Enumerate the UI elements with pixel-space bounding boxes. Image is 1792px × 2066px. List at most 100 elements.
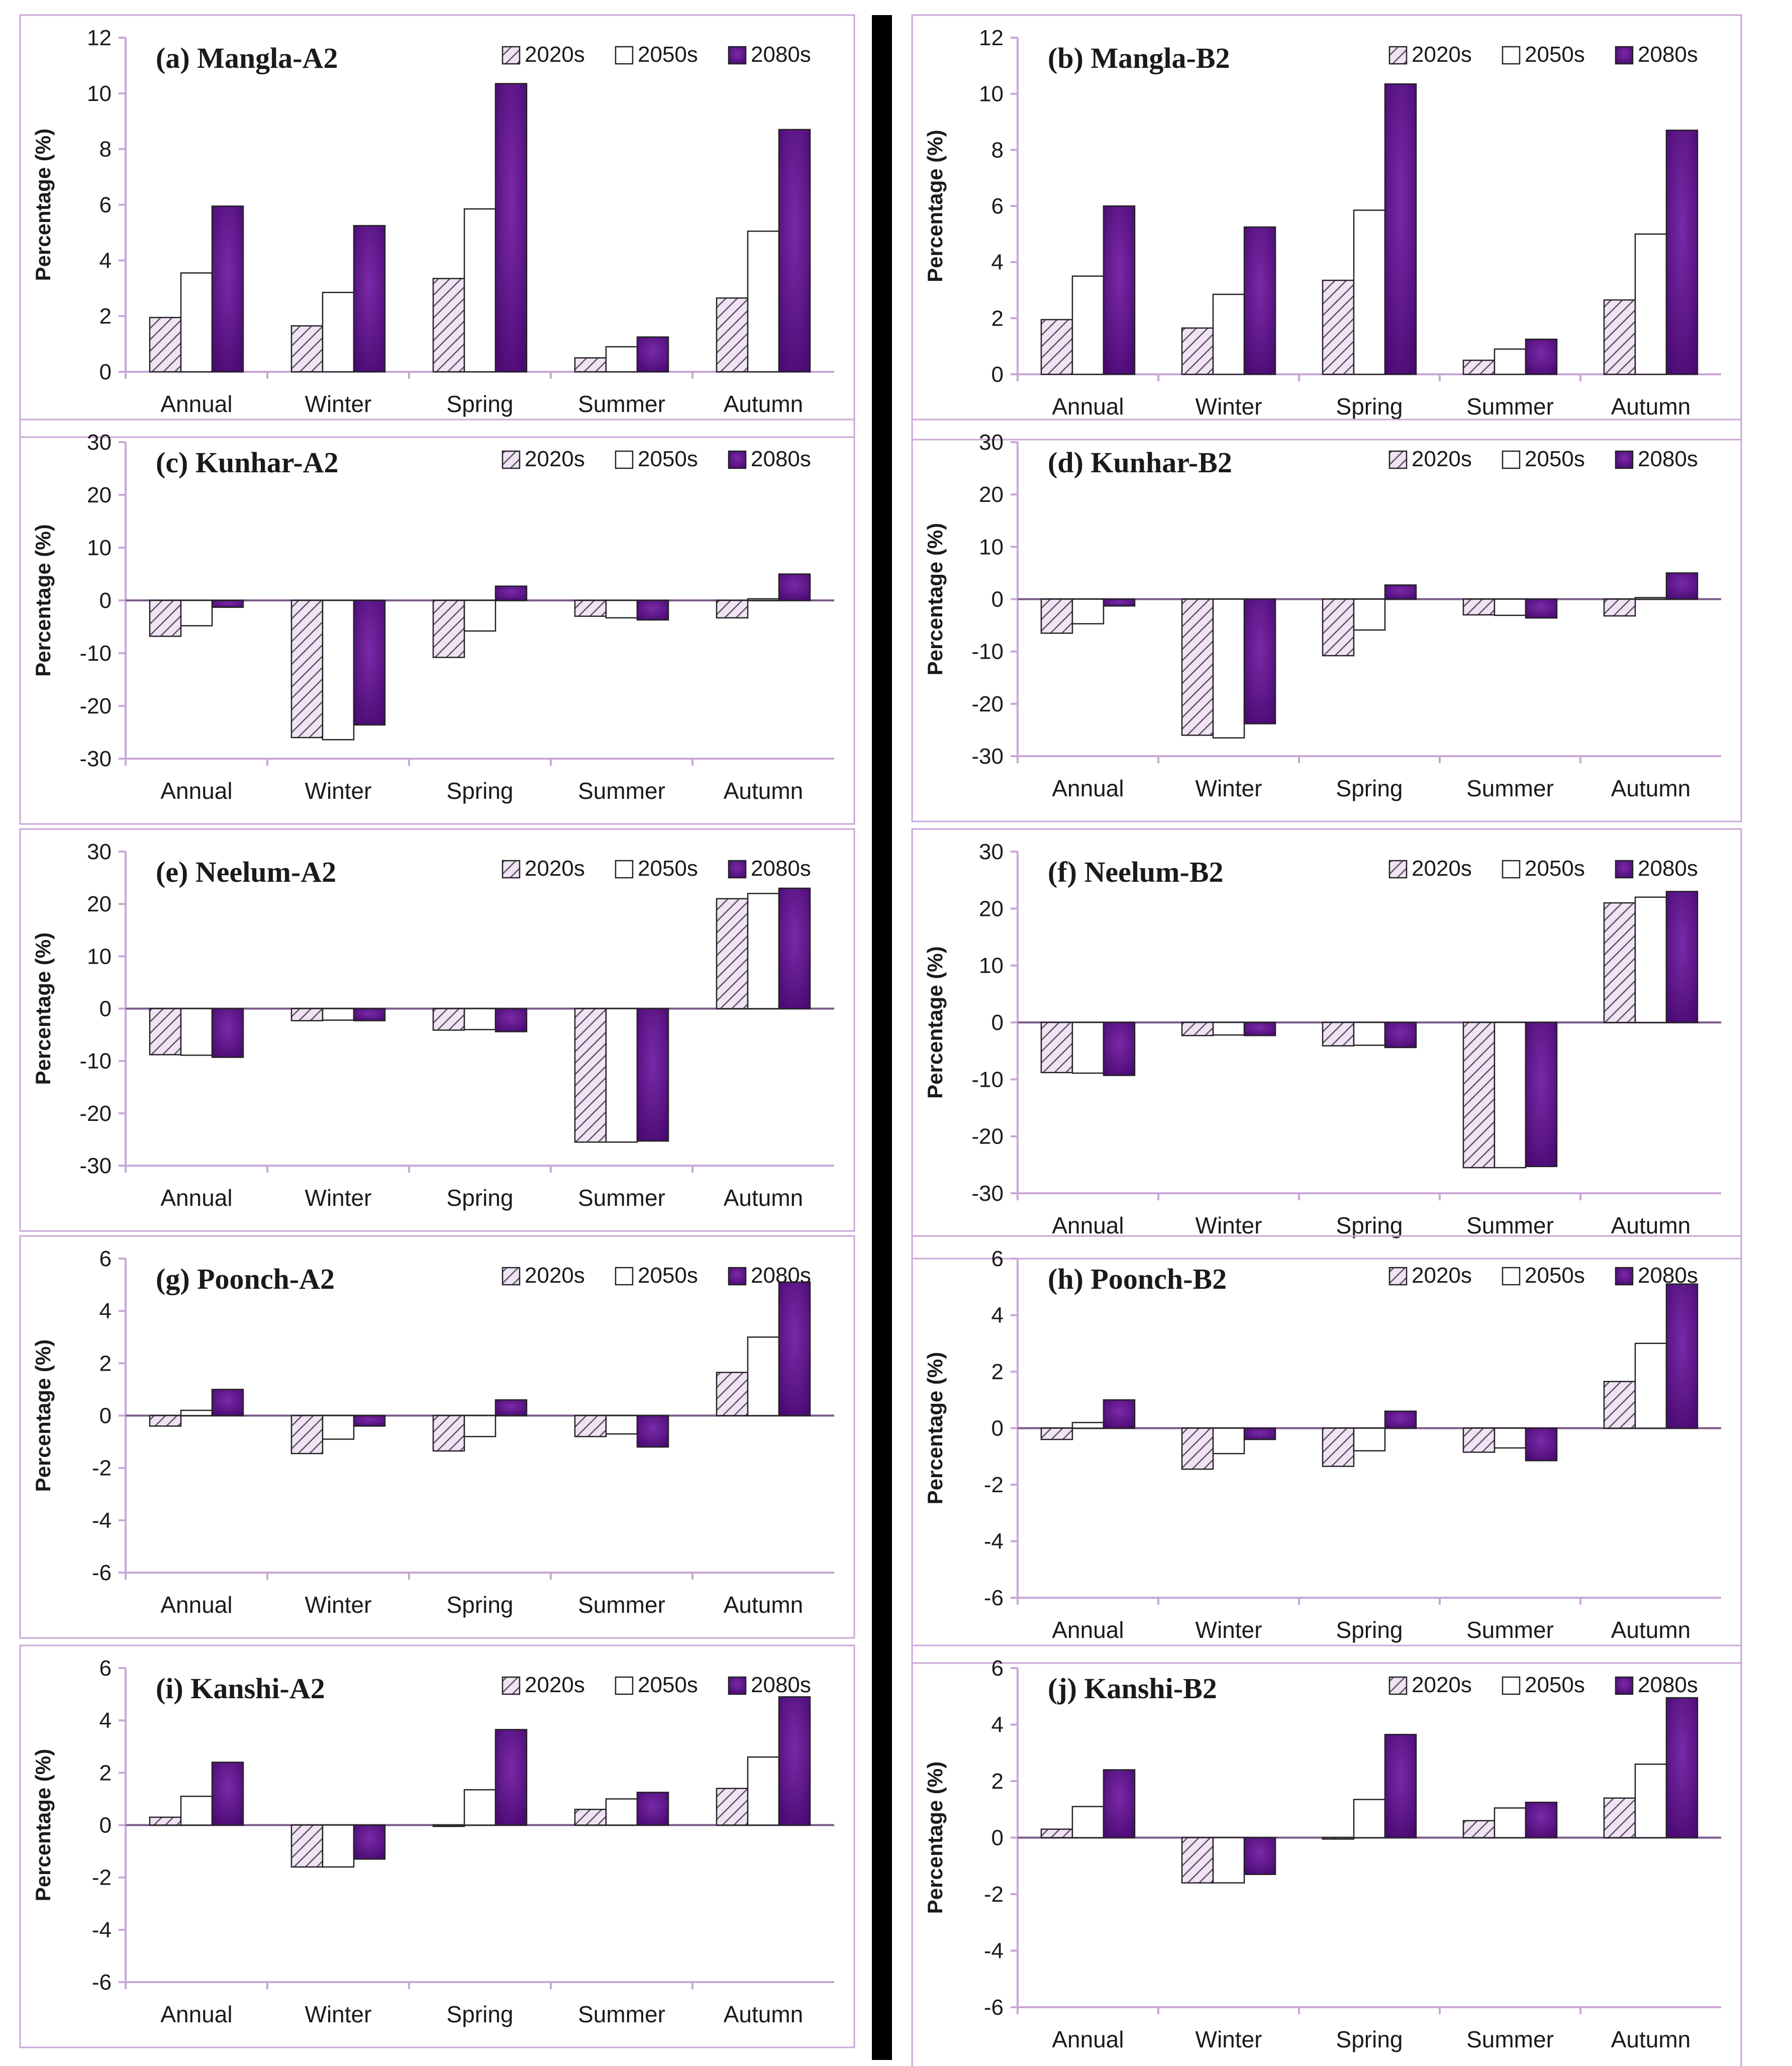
y-axis-label: Percentage (%): [923, 1352, 947, 1504]
bar-2050s-summer: [605, 1008, 638, 1143]
x-tick-label: Spring: [1336, 2026, 1403, 2052]
chart-panel-a: 0 2 4 6 8 10 12 Percentage (%) Annual Winter Sprin…: [19, 14, 855, 438]
bar-2020s-spring: [432, 1008, 465, 1031]
y-tick-label: -6: [984, 1995, 1004, 2020]
bar-2080s-annual: [211, 205, 244, 373]
bar-2050s-autumn: [1634, 597, 1667, 600]
chart-panel-d: -30 -20 -10 0 10 20 30 Percentage (%) Annual Wint…: [911, 419, 1742, 822]
y-tick-label: 10: [87, 81, 112, 106]
y-tick-label: 4: [991, 1303, 1004, 1328]
y-tick-label: -4: [92, 1918, 112, 1942]
bar-2080s-annual: [1103, 1021, 1136, 1076]
y-axis-label: Percentage (%): [31, 1339, 55, 1492]
x-tick-label: Autumn: [1611, 1617, 1691, 1643]
chart-title: (a) Mangla-A2: [156, 42, 338, 74]
bar-2080s-spring: [494, 585, 528, 601]
legend-label-2050s: 2050s: [638, 1673, 698, 1697]
legend-swatch-2020s: [1388, 450, 1408, 469]
x-tick-label: Annual: [1052, 393, 1124, 420]
bar-2080s-autumn: [778, 573, 811, 601]
chart-panel-c: -30 -20 -10 0 10 20 30 Percentage (%) Annual Wint…: [19, 419, 855, 825]
panel-frame: [19, 14, 855, 438]
bar-2080s-winter: [353, 1415, 386, 1427]
legend-swatch-2080s: [1615, 860, 1634, 879]
bar-2020s-autumn: [1603, 299, 1636, 375]
bar-2050s-spring: [463, 1789, 496, 1826]
bar-2050s-annual: [180, 272, 213, 373]
y-tick-label: -2: [92, 1456, 112, 1481]
x-tick-label: Summer: [1466, 1212, 1554, 1238]
bar-2050s-annual: [1071, 1021, 1105, 1074]
bar-2080s-autumn: [1665, 130, 1699, 375]
legend-swatch-2080s: [728, 1676, 747, 1695]
x-tick-label: Spring: [447, 2001, 514, 2027]
legend-swatch-2050s: [615, 860, 634, 879]
x-tick-label: Spring: [447, 391, 514, 417]
x-tick-label: Autumn: [724, 2001, 804, 2027]
bar-2080s-winter: [353, 225, 386, 373]
y-axis-label: Percentage (%): [923, 130, 947, 282]
chart-panel-j: -6 -4 -2 0 2 4 6 Percentage (%) Annual Winter Spri…: [911, 1644, 1742, 2066]
legend-swatch-2080s: [1615, 1267, 1634, 1286]
legend-swatch-2020s: [502, 1267, 521, 1286]
y-tick-label: 4: [99, 1708, 112, 1733]
bar-2050s-winter: [322, 291, 355, 373]
legend-label-2080s: 2080s: [1638, 856, 1698, 881]
bar-2020s-summer: [1462, 1820, 1496, 1838]
bar-2080s-summer: [636, 599, 669, 621]
chart-panel-b: 0 2 4 6 8 10 12 Percentage (%) Annual Winter Sprin…: [911, 14, 1742, 441]
bar-2080s-summer: [636, 1008, 669, 1142]
legend-label-2080s: 2080s: [751, 1263, 811, 1288]
bar-2020s-annual: [149, 1008, 182, 1056]
y-tick-label: 12: [87, 26, 112, 50]
legend-label-2050s: 2050s: [638, 42, 698, 67]
bar-2050s-autumn: [747, 598, 780, 601]
chart-title: (e) Neelum-A2: [156, 856, 336, 888]
x-tick-label: Annual: [1052, 1212, 1124, 1238]
bar-2080s-autumn: [778, 887, 811, 1009]
y-tick-label: 0: [991, 362, 1004, 387]
x-tick-label: Autumn: [724, 778, 804, 804]
x-tick-label: Annual: [160, 778, 232, 804]
chart-title: (h) Poonch-B2: [1048, 1263, 1227, 1295]
y-tick-label: 0: [991, 1826, 1004, 1850]
bar-2050s-summer: [1494, 1427, 1527, 1449]
bar-2020s-annual: [149, 317, 182, 373]
bar-2080s-summer: [636, 1415, 669, 1448]
bar-2050s-annual: [1071, 1806, 1105, 1838]
legend-label-2050s: 2050s: [1525, 1263, 1585, 1288]
legend-label-2080s: 2080s: [751, 1673, 811, 1697]
y-tick-label: 4: [99, 248, 112, 273]
legend-swatch-2050s: [1502, 860, 1521, 879]
x-tick-label: Summer: [578, 1592, 665, 1618]
bar-2050s-winter: [322, 1824, 355, 1868]
bar-2080s-winter: [353, 1008, 386, 1021]
y-tick-label: 10: [979, 954, 1004, 978]
legend-swatch-2080s: [1615, 1676, 1634, 1695]
y-axis-label: Percentage (%): [923, 946, 947, 1098]
bar-2080s-annual: [211, 599, 244, 608]
y-tick-label: 0: [991, 1416, 1004, 1441]
bar-2080s-autumn: [778, 1281, 811, 1416]
y-tick-label: 30: [979, 430, 1004, 455]
x-tick-label: Winter: [305, 391, 372, 417]
bar-2020s-summer: [1462, 598, 1496, 615]
bar-2050s-autumn: [1634, 1764, 1667, 1838]
y-axis-label: Percentage (%): [923, 1762, 947, 1914]
bar-2080s-summer: [1525, 1021, 1558, 1167]
bar-2080s-summer: [1525, 1801, 1558, 1838]
bar-2020s-winter: [1181, 1837, 1214, 1884]
chart-title: (i) Kanshi-A2: [156, 1672, 325, 1705]
legend-label-2020s: 2020s: [1412, 1263, 1472, 1288]
bar-2020s-winter: [1181, 1427, 1214, 1470]
bar-2050s-summer: [1494, 1807, 1527, 1838]
legend-label-2050s: 2050s: [638, 447, 698, 471]
y-tick-label: -2: [984, 1882, 1004, 1907]
bar-2020s-winter: [290, 1415, 324, 1455]
legend-swatch-2050s: [1502, 1676, 1521, 1695]
bar-2050s-annual: [180, 1008, 213, 1056]
bar-2080s-spring: [494, 1729, 528, 1826]
legend-label-2020s: 2020s: [1412, 856, 1472, 881]
bar-2020s-annual: [1040, 1427, 1073, 1440]
y-tick-label: 30: [979, 840, 1004, 864]
